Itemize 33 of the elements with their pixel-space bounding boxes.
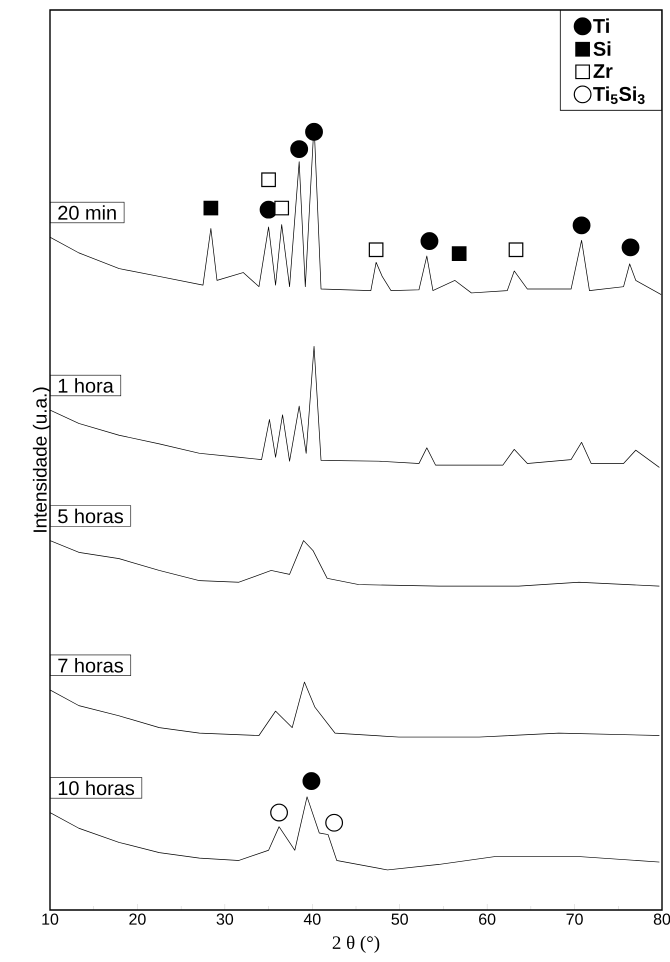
point bbox=[368, 242, 384, 258]
x-tick-label: 60 bbox=[479, 914, 496, 925]
x-tick-label: 40 bbox=[304, 914, 321, 925]
x-tick-label: 20 bbox=[129, 914, 146, 925]
point bbox=[274, 200, 290, 216]
point bbox=[204, 200, 218, 216]
series-label: 20 min bbox=[58, 205, 116, 220]
x-tick-label: 10 bbox=[42, 914, 58, 925]
point bbox=[508, 242, 524, 258]
legend-label: Ti$_{5}$Si$_{3}$ bbox=[593, 86, 645, 104]
series-label: 5 horas bbox=[58, 508, 124, 524]
x-axis-title: 2 θ (°) bbox=[332, 936, 380, 953]
series-label: 7 horas bbox=[58, 658, 124, 673]
point bbox=[572, 216, 590, 234]
point bbox=[305, 122, 323, 141]
legend-label: Zr bbox=[594, 64, 613, 78]
x-tick-label: 30 bbox=[216, 914, 234, 925]
series-label: 1 hora bbox=[58, 378, 114, 393]
point bbox=[290, 140, 308, 158]
x-tick-label: 80 bbox=[654, 914, 670, 925]
point bbox=[420, 232, 438, 250]
point bbox=[261, 172, 276, 188]
point bbox=[452, 246, 467, 262]
legend-label: Ti bbox=[593, 18, 609, 33]
point bbox=[270, 804, 288, 822]
series-label: 10 horas bbox=[58, 780, 134, 796]
point bbox=[325, 814, 344, 832]
legend-label: Si bbox=[594, 41, 610, 56]
y-axis-title: Intensidade (u.a.) bbox=[32, 388, 50, 532]
point bbox=[622, 238, 640, 256]
point bbox=[302, 772, 320, 790]
x-tick-label: 50 bbox=[391, 914, 408, 925]
x-tick-label: 70 bbox=[566, 914, 583, 925]
